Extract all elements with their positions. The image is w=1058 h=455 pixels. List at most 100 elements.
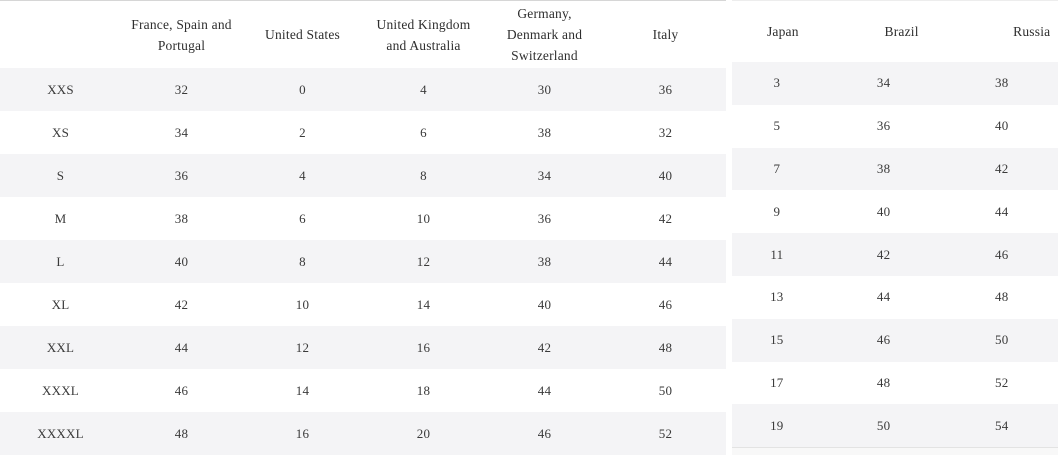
size-value-cell: 50 [658,382,673,398]
size-value-cell: 15 [770,332,784,348]
size-value-cell: 36 [658,81,673,97]
column-header: Japan [766,24,799,39]
column-header: Italy [652,27,679,42]
size-value-cell: 48 [995,289,1009,305]
size-value-cell: 42 [876,246,891,262]
size-value-cell: 6 [420,124,427,140]
size-value-cell: 5 [773,118,781,134]
column-header: Brazil [884,24,919,39]
size-value-cell: 42 [174,296,189,312]
size-row-label: XL [51,296,70,312]
column-header: Germany, Denmark and Switzerland [506,6,583,63]
size-value-cell: 38 [876,160,891,176]
table-row: 15 46 50 [732,318,1058,362]
table-row: 5 36 40 [732,105,1058,148]
size-value-cell: 6 [299,210,306,226]
size-value-cell: 44 [174,339,189,355]
table-header-row: Japan Brazil Russia [732,1,1058,62]
size-row-label: XXL [46,339,75,355]
size-value-cell: 36 [876,118,891,134]
size-row-label: XS [51,124,70,140]
column-header: United States [265,27,340,42]
size-value-cell: 48 [174,425,189,441]
table-row: 19 50 54 [732,404,1058,448]
size-value-cell: 7 [773,160,781,176]
table-row: S 36 4 8 34 40 [0,154,726,197]
size-value-cell: 11 [770,246,784,262]
size-value-cell: 19 [770,417,784,433]
size-value-cell: 16 [295,425,310,441]
size-table-western: France, Spain and Portugal United States U… [0,0,726,455]
table-row: 13 44 48 [732,276,1058,319]
size-value-cell: 30 [537,81,552,97]
size-value-cell: 42 [537,339,552,355]
size-row-label: XXS [47,81,74,97]
size-value-cell: 10 [416,210,431,226]
size-value-cell: 42 [658,210,673,226]
size-value-cell: 50 [995,332,1009,348]
size-row-label: L [56,253,65,269]
size-value-cell: 48 [876,374,891,390]
size-value-cell: 44 [658,253,673,269]
size-value-cell: 52 [995,374,1009,390]
size-value-cell: 17 [770,374,784,390]
table-row: 9 40 44 [732,190,1058,233]
column-header: Russia [1013,24,1051,39]
size-value-cell: 52 [658,425,673,441]
table-divider-gap [726,0,732,455]
size-value-cell: 20 [416,425,431,441]
size-value-cell: 34 [876,75,891,91]
size-value-cell: 4 [420,81,427,97]
size-value-cell: 4 [299,167,306,183]
size-value-cell: 2 [299,124,306,140]
size-value-cell: 0 [299,81,306,97]
size-value-cell: 38 [537,124,552,140]
size-value-cell: 12 [416,253,431,269]
table-row: XXS 32 0 4 30 36 [0,68,726,111]
size-value-cell: 38 [174,210,189,226]
table-row: XXXL 46 14 18 44 50 [0,369,726,412]
size-value-cell: 36 [174,167,189,183]
size-value-cell: 32 [174,81,189,97]
table-row: XXXXL 48 16 20 46 52 [0,412,726,455]
size-table-eastern: Japan Brazil Russia 3 34 38 5 36 40 7 38 42 9 40 44 11 4… [732,0,1058,455]
size-value-cell: 44 [995,203,1009,219]
size-value-cell: 54 [995,417,1009,433]
size-value-cell: 10 [295,296,310,312]
size-value-cell: 48 [658,339,673,355]
size-value-cell: 40 [537,296,552,312]
size-value-cell: 14 [295,382,310,398]
table-row: XXL 44 12 16 42 48 [0,326,726,369]
table-header-row: France, Spain and Portugal United States U… [0,1,726,68]
size-value-cell: 44 [537,382,552,398]
size-value-cell: 46 [174,382,189,398]
column-header: France, Spain and Portugal [131,16,232,53]
table-row: XS 34 2 6 38 32 [0,111,726,154]
size-value-cell: 34 [537,167,552,183]
size-value-cell: 38 [995,75,1009,91]
size-value-cell: 46 [658,296,673,312]
table-row: 7 38 42 [732,147,1058,191]
size-value-cell: 32 [658,124,673,140]
size-row-label: S [56,167,65,183]
size-value-cell: 40 [174,253,189,269]
table-row: 3 34 38 [732,62,1058,105]
table-row: XL 42 10 14 40 46 [0,283,726,326]
size-value-cell: 34 [174,124,189,140]
size-row-label: XXXL [42,382,79,398]
size-row-label: M [54,210,67,226]
size-value-cell: 46 [537,425,552,441]
size-value-cell: 50 [876,417,891,433]
size-value-cell: 38 [537,253,552,269]
table-row: L 40 8 12 38 44 [0,240,726,283]
size-value-cell: 12 [295,339,310,355]
size-row-label: XXXXL [37,425,84,441]
table-body: XXS 32 0 4 30 36 XS 34 2 6 38 32 S 36 4 8 34 40 M 38 6 10 36 42… [0,68,726,455]
size-value-cell: 46 [876,332,891,348]
size-value-cell: 3 [773,75,781,91]
table-row: 11 42 46 [732,233,1058,276]
size-value-cell: 14 [416,296,431,312]
size-value-cell: 9 [773,203,781,219]
size-value-cell: 44 [876,289,891,305]
